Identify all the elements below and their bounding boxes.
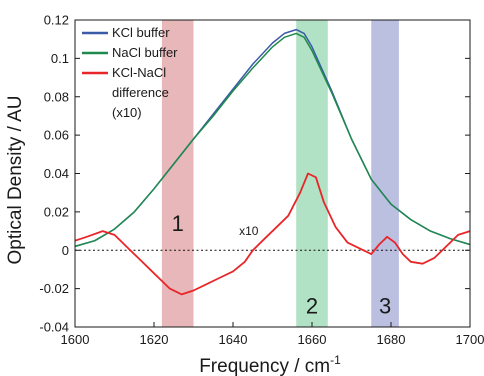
x-tick-label: 1660 [298, 332, 327, 347]
y-tick-label: 0.02 [44, 204, 69, 219]
series-line-3 [74, 172, 471, 296]
band-label-1: 1 [172, 211, 184, 236]
band-label-3: 3 [379, 294, 391, 319]
x-tick-label: 1700 [456, 332, 484, 347]
x-tick-label: 1620 [140, 332, 169, 347]
y-tick-label: 0 [62, 243, 69, 258]
band-label-2: 2 [306, 294, 318, 319]
x-tick-label: 1600 [61, 332, 90, 347]
y-axis-title: Optical Density / AU [5, 96, 26, 265]
annotation-x10: x10 [239, 224, 259, 238]
series-layer: x10 [74, 28, 471, 296]
tick-labels: 1600 1620 1640 1660 1680 1700 -0.04 -0.02 0 0.02 0… [39, 13, 484, 348]
y-tick-label: 0.04 [44, 166, 69, 181]
legend-label-1: KCl buffer [112, 25, 170, 40]
legend: KCl buffer NaCl buffer KCl-NaCl difference (… [82, 25, 178, 120]
x-axis-title-text: Frequency / cm [199, 356, 330, 376]
series-line-1 [74, 28, 471, 248]
y-tick-label: -0.04 [39, 320, 69, 335]
band-3 [371, 20, 399, 327]
y-tick-label: 0.08 [44, 89, 69, 104]
y-tick-label: 0.12 [44, 13, 69, 28]
x-tick-label: 1680 [377, 332, 406, 347]
band-2 [296, 20, 328, 327]
legend-label-3: KCl-NaCl [112, 65, 166, 80]
x-axis-title: Frequency / cm-1 [199, 353, 341, 376]
y-tick-label: -0.02 [39, 281, 69, 296]
highlight-bands: 1 2 3 [161, 20, 399, 327]
series-line-2 [74, 32, 471, 248]
legend-label-4: difference [112, 85, 169, 100]
x-tick-label: 1640 [219, 332, 248, 347]
legend-label-5: (x10) [112, 105, 142, 120]
x-axis-title-superscript: -1 [330, 353, 341, 367]
band-1 [161, 20, 194, 327]
y-tick-label: 0.06 [44, 128, 69, 143]
legend-label-2: NaCl buffer [112, 45, 178, 60]
y-tick-label: 0.1 [51, 51, 69, 66]
